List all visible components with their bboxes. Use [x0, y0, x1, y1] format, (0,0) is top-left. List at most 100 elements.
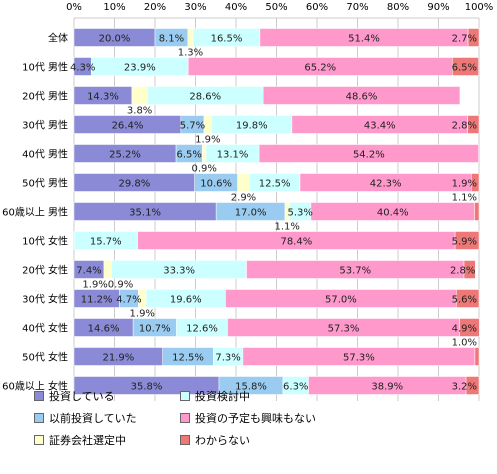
legend-swatch — [34, 413, 44, 423]
bar-segment — [452, 57, 479, 76]
legend-item: 投資の予定も興味もない — [180, 410, 316, 426]
x-tick-label: 60% — [306, 2, 328, 13]
data-label: 5.7% — [180, 121, 205, 132]
data-label: 5.6% — [452, 295, 477, 306]
legend-label: 投資検討中 — [195, 390, 250, 403]
data-label: 3.2% — [452, 382, 477, 393]
category-label: 50代 男性 — [22, 177, 68, 190]
data-label: 3.8% — [127, 106, 152, 117]
data-label: 29.8% — [118, 179, 150, 190]
bar-segment — [474, 347, 480, 366]
bar-segment — [262, 86, 461, 105]
data-label: 53.7% — [339, 266, 371, 277]
bar-segment — [237, 173, 250, 192]
data-label: 38.9% — [371, 382, 403, 393]
data-label: 12.5% — [172, 353, 204, 364]
data-label: 48.6% — [346, 92, 378, 103]
data-label: 1.1% — [452, 193, 477, 204]
data-label: 4.7% — [116, 295, 141, 306]
bar-segment — [454, 231, 480, 250]
data-label: 1.3% — [178, 48, 203, 59]
data-label: 78.4% — [280, 237, 312, 248]
data-label: 8.1% — [159, 34, 184, 45]
legend-swatch — [34, 435, 44, 445]
data-label: 14.6% — [88, 324, 120, 335]
category-label: 30代 女性 — [22, 293, 68, 306]
category-label: 10代 男性 — [22, 61, 68, 74]
category-label: 20代 男性 — [22, 90, 68, 103]
data-label: 2.9% — [231, 193, 256, 204]
data-label: 2.8% — [450, 266, 475, 277]
data-label: 14.3% — [87, 92, 119, 103]
data-label: 1.9% — [130, 309, 155, 320]
category-label: 60歳以上 男性 — [2, 206, 68, 219]
bar-segment — [131, 86, 148, 105]
data-label: 57.3% — [343, 353, 375, 364]
data-label: 25.2% — [109, 150, 141, 161]
data-label: 1.1% — [275, 222, 300, 233]
bar-segment — [463, 260, 476, 279]
data-label: 15.8% — [235, 382, 267, 393]
bar-segment — [474, 202, 480, 221]
x-tick-label: 30% — [184, 2, 206, 13]
x-axis-ticks: 0% 10% 20% 30% 40% 50% 60% 70% 80% 90% 100% — [66, 2, 493, 13]
category-label: 10代 女性 — [22, 235, 68, 248]
data-label: 11.2% — [81, 295, 113, 306]
data-labels: 20.0% 8.1% 1.3% 16.5% 51.4% 2.7% 4.3% 23.9% 65.2… — [70, 34, 477, 393]
legend-item: 証券会社選定中 — [34, 432, 126, 448]
data-label: 4.9% — [452, 324, 477, 335]
category-label: 50代 女性 — [22, 351, 68, 364]
data-label: 2.8% — [452, 121, 477, 132]
data-label: 19.8% — [236, 121, 268, 132]
legend-label: わからない — [195, 434, 250, 447]
data-label: 1.9% — [452, 179, 477, 190]
legend-item: 投資している — [34, 388, 115, 404]
x-tick-label: 20% — [144, 2, 166, 13]
data-label: 4.3% — [70, 63, 95, 74]
bar-segments — [73, 28, 480, 395]
data-label: 10.7% — [139, 324, 171, 335]
x-tick-label: 0% — [66, 2, 82, 13]
data-label: 5.3% — [287, 208, 312, 219]
bar-segment — [187, 28, 194, 47]
x-tick-label: 90% — [427, 2, 449, 13]
data-label: 26.4% — [112, 121, 144, 132]
legend-swatch — [180, 391, 190, 401]
x-tick-label: 50% — [265, 2, 287, 13]
data-label: 19.6% — [170, 295, 202, 306]
bar-segment — [258, 144, 479, 163]
x-tick-label: 40% — [225, 2, 247, 13]
data-label: 17.0% — [235, 208, 267, 219]
x-tick-label: 10% — [103, 2, 125, 13]
data-label: 6.5% — [452, 63, 477, 74]
data-label: 1.9%0.9% — [82, 280, 133, 291]
data-label: 40.4% — [377, 208, 409, 219]
bar-segment — [459, 318, 480, 337]
data-label: 43.4% — [364, 121, 396, 132]
data-label: 1.0% — [452, 338, 477, 349]
data-label: 54.2% — [353, 150, 385, 161]
legend-swatch — [34, 391, 44, 401]
legend-item: わからない — [180, 432, 250, 448]
data-label: 13.1% — [217, 150, 249, 161]
data-label: 0.9% — [192, 164, 217, 175]
legend-swatch — [180, 435, 190, 445]
data-label: 12.6% — [186, 324, 218, 335]
bar-segment — [456, 289, 480, 308]
data-label: 7.3% — [215, 353, 240, 364]
data-label: 6.5% — [177, 150, 202, 161]
data-label: 23.9% — [124, 63, 156, 74]
bar-segment — [103, 260, 112, 279]
x-tick-label: 100% — [465, 2, 494, 13]
data-label: 15.7% — [90, 237, 122, 248]
data-label: 10.6% — [200, 179, 232, 190]
data-label: 51.4% — [348, 34, 380, 45]
legend-label: 証券会社選定中 — [49, 434, 126, 447]
data-label: 33.3% — [163, 266, 195, 277]
data-label: 28.6% — [189, 92, 221, 103]
data-label: 65.2% — [304, 63, 336, 74]
data-label: 57.3% — [328, 324, 360, 335]
data-label: 21.9% — [102, 353, 134, 364]
category-label: 40代 女性 — [22, 322, 68, 335]
